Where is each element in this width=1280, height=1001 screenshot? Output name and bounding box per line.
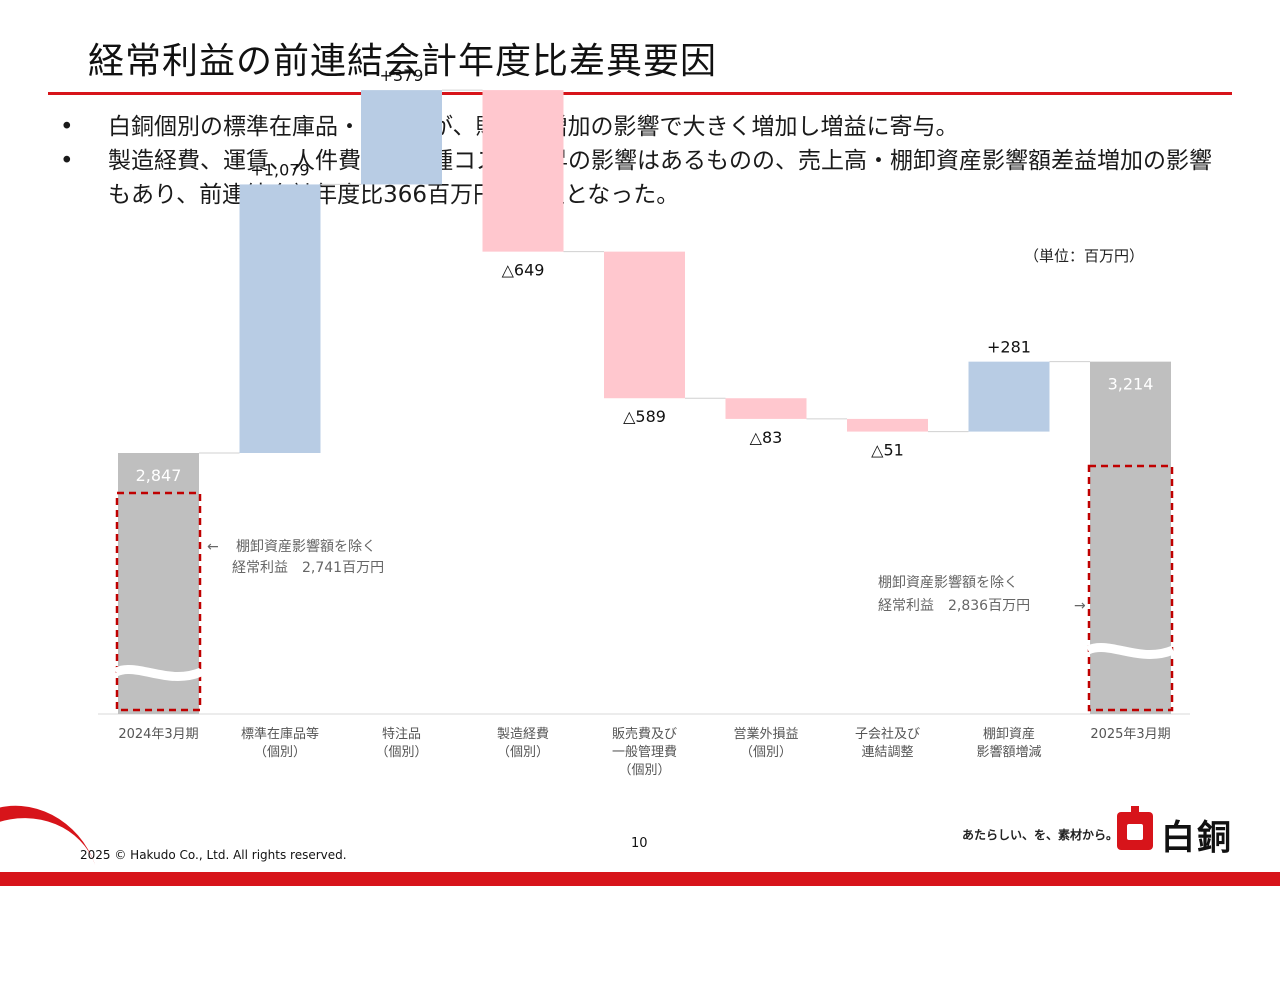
data-label: △83 — [750, 428, 783, 447]
page-title: 経常利益の前連結会計年度比差異要因 — [88, 41, 718, 82]
category-label: 一般管理費 — [612, 744, 677, 760]
data-label: +1,079 — [250, 160, 309, 179]
bottom-bar — [0, 872, 1280, 886]
category-label: 製造経費 — [497, 727, 549, 742]
category-label: （個別） — [618, 763, 670, 778]
waterfall-bar — [968, 361, 1050, 432]
category-label: 連結調整 — [861, 745, 913, 760]
page-number: 10 — [631, 836, 648, 851]
category-label: 特注品 — [382, 727, 421, 742]
title-rule — [48, 92, 1232, 95]
waterfall-bar — [725, 398, 807, 419]
category-label: （個別） — [497, 745, 549, 760]
waterfall-bar — [604, 251, 685, 399]
bullet-dot: • — [60, 148, 74, 174]
category-label: 2024年3月期 — [118, 727, 198, 742]
data-label: △51 — [871, 441, 904, 460]
data-label: 3,214 — [1108, 375, 1154, 394]
category-label: 2025年3月期 — [1090, 727, 1170, 742]
waterfall-bar — [482, 90, 564, 252]
annotation-left-line: 経常利益 2,741百万円 — [232, 560, 384, 576]
annotation-right-line: 経常利益 2,836百万円 — [878, 598, 1030, 614]
logo-text: 白銅 — [1161, 818, 1233, 858]
data-label: △589 — [623, 407, 666, 426]
bullet-list: • 白銅個別の標準在庫品・特注品が、販売量増加の影響で大きく増加し増益に寄与。 … — [60, 110, 1220, 212]
copyright: 2025 © Hakudo Co., Ltd. All rights reser… — [80, 848, 347, 862]
bullet-dot: • — [60, 114, 74, 140]
bullet-text: 製造経費、運賃、人件費等の各種コスト上昇の影響はあるものの、売上高・棚卸資産影響… — [108, 148, 1212, 208]
category-label: 販売費及び — [612, 726, 677, 742]
waterfall-bar — [847, 418, 928, 432]
category-label: 営業外損益 — [733, 726, 798, 742]
unit-label: （単位：百万円） — [1023, 247, 1144, 265]
waterfall-bar — [239, 184, 321, 454]
annotation-right-line: 棚卸資産影響額を除く — [878, 574, 1018, 591]
bullet-item: • 製造経費、運賃、人件費等の各種コスト上昇の影響はあるものの、売上高・棚卸資産… — [60, 144, 1220, 212]
right-arrow-icon: → — [1074, 598, 1086, 614]
category-label: 棚卸資産 — [983, 726, 1035, 742]
category-label: 影響額増減 — [976, 744, 1041, 760]
highlight-box — [115, 491, 202, 712]
waterfall-bar — [1090, 361, 1171, 714]
data-label: +379 — [380, 66, 424, 85]
tagline: あたらしい、を、素材から。 — [962, 828, 1119, 842]
waterfall-bar — [361, 90, 442, 185]
category-label: 標準在庫品等 — [241, 726, 319, 742]
axis-break-icon — [114, 665, 203, 681]
waterfall-chart: 2,847 2024年3月期 +1,079 標準在庫品等 （個別） +379 特注品 （個別）… — [98, 66, 1190, 778]
data-label: 2,847 — [136, 466, 182, 485]
axis-break-icon — [1086, 643, 1175, 659]
highlight-box — [1087, 464, 1174, 712]
category-label: （個別） — [740, 745, 792, 760]
company-logo: 白銅 — [1117, 806, 1257, 858]
category-label: （個別） — [375, 745, 427, 760]
left-arrow-icon: ← — [207, 539, 219, 555]
category-label: 子会社及び — [855, 726, 920, 742]
annotation-left-line: 棚卸資産影響額を除く — [236, 538, 376, 555]
logo-mark-icon — [1117, 806, 1153, 850]
category-label: （個別） — [254, 745, 306, 760]
data-label: △649 — [502, 261, 545, 280]
data-label: +281 — [987, 338, 1031, 357]
